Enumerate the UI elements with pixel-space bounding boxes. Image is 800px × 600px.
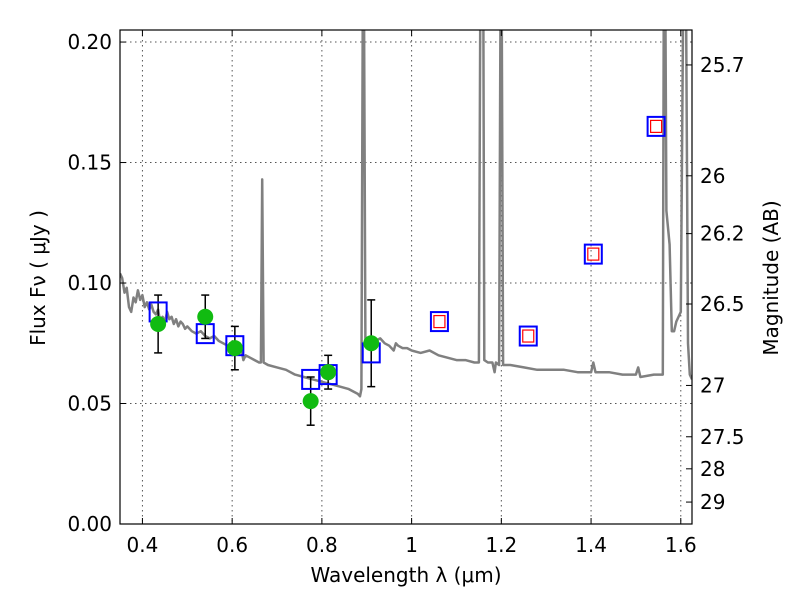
grid xyxy=(120,30,692,525)
right-axis-title: Magnitude (AB) xyxy=(759,200,783,355)
observed-point xyxy=(363,335,380,352)
observed-point xyxy=(320,364,337,381)
predicted-square xyxy=(650,119,663,133)
predicted-square xyxy=(522,329,535,343)
right-tick-label: 26.5 xyxy=(700,292,745,316)
y-tick-label: 0.20 xyxy=(67,30,112,54)
axis-ticks: 0.4 0.6 0.8 1 1.2 1.4 1.6 0.00 0.05 0.10 0.15 0.20 2… xyxy=(67,30,745,557)
y-axis-title: Flux Fν ( μJy ) xyxy=(26,210,50,346)
plot-area xyxy=(120,30,692,426)
x-tick-label: 1.2 xyxy=(485,533,517,557)
plot-frame xyxy=(119,29,693,525)
x-tick-label: 0.8 xyxy=(306,533,338,557)
right-tick-label: 28 xyxy=(700,457,725,481)
model-square xyxy=(429,311,449,333)
y-tick-label: 0.15 xyxy=(67,151,112,175)
right-tick-label: 27 xyxy=(700,373,725,397)
right-tick-label: 25.7 xyxy=(700,53,745,77)
observed-point xyxy=(302,393,319,410)
x-tick-label: 0.4 xyxy=(127,533,159,557)
x-tick-label: 1.4 xyxy=(575,533,607,557)
x-tick-label: 1.6 xyxy=(665,533,697,557)
x-tick-label: 0.6 xyxy=(216,533,248,557)
observed-point xyxy=(226,340,243,357)
x-tick-label: 1 xyxy=(405,533,418,557)
predicted-square xyxy=(587,247,600,261)
observed-point xyxy=(150,315,167,332)
right-tick-label: 26 xyxy=(700,164,725,188)
model-square xyxy=(518,325,538,347)
model-square xyxy=(583,243,603,265)
model-square xyxy=(646,115,666,137)
observed-point xyxy=(197,308,214,325)
right-tick-label: 27.5 xyxy=(700,425,745,449)
spectrum-line xyxy=(120,30,692,398)
predicted-square xyxy=(433,314,446,329)
x-axis-title: Wavelength λ (μm) xyxy=(310,563,501,587)
y-tick-label: 0.05 xyxy=(67,392,112,416)
y-tick-label: 0.10 xyxy=(67,271,112,295)
right-tick-label: 26.2 xyxy=(700,222,745,246)
right-tick-label: 29 xyxy=(700,490,725,514)
y-tick-label: 0.00 xyxy=(67,512,112,536)
